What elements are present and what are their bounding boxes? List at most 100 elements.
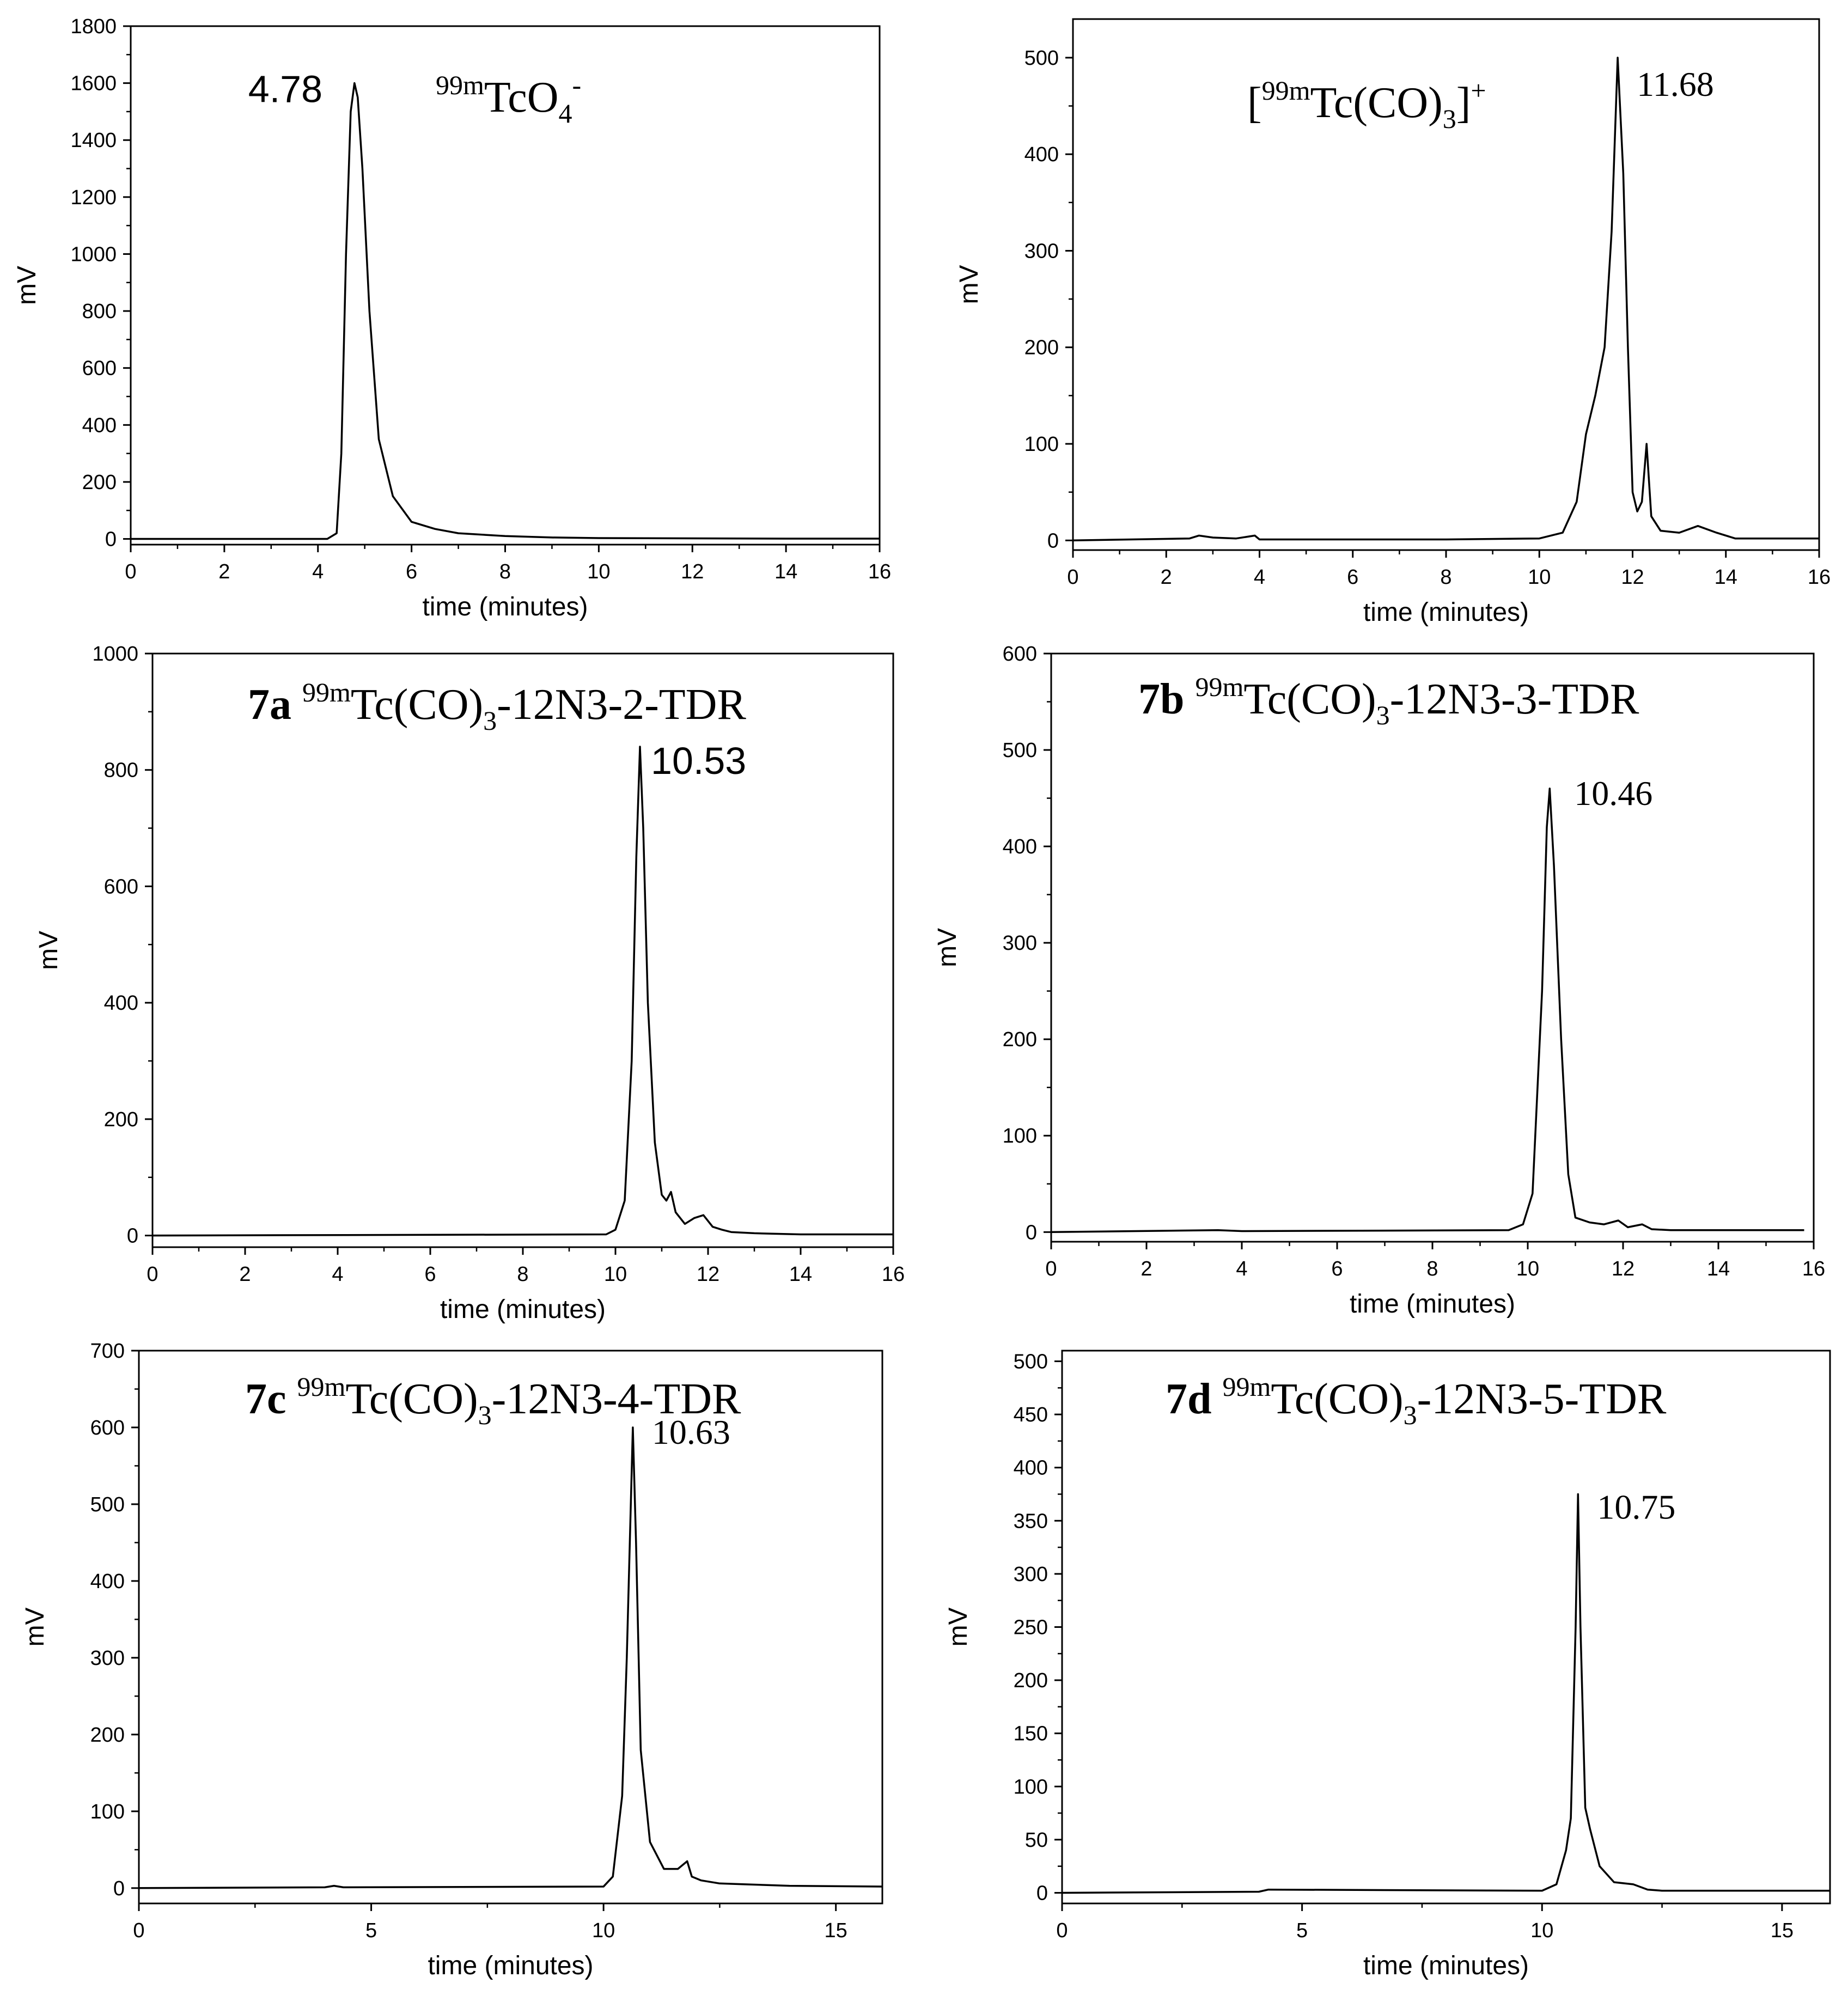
y-axis-title: mV — [933, 928, 962, 967]
x-tick-label: 6 — [1331, 1258, 1343, 1280]
x-axis-title: time (minutes) — [1350, 1290, 1515, 1319]
y-tick-label: 400 — [82, 414, 117, 437]
y-tick-label: 300 — [1014, 1563, 1048, 1586]
y-tick-label: 800 — [82, 300, 117, 323]
chromatogram-trace — [131, 82, 880, 540]
y-tick-label: 250 — [1014, 1616, 1048, 1639]
y-tick-label: 600 — [90, 1417, 125, 1439]
chromatogram-trace — [1062, 1493, 1830, 1894]
x-tick-label: 6 — [424, 1263, 436, 1286]
y-tick-label: 400 — [1014, 1457, 1048, 1480]
y-tick-label: 0 — [105, 528, 117, 551]
x-tick-label: 15 — [825, 1919, 847, 1942]
x-axis-title: time (minutes) — [422, 593, 588, 621]
x-tick-label: 0 — [147, 1263, 158, 1286]
x-tick-label: 14 — [1715, 566, 1737, 589]
y-tick-label: 600 — [82, 357, 117, 380]
x-tick-label: 8 — [517, 1263, 528, 1286]
y-tick-label: 1000 — [92, 643, 138, 666]
y-tick-label: 1400 — [70, 129, 117, 152]
y-tick-label: 300 — [1003, 932, 1037, 955]
y-tick-label: 600 — [104, 875, 138, 898]
peak-retention-label: 11.68 — [1637, 65, 1714, 103]
peak-retention-label: 10.63 — [652, 1413, 730, 1451]
y-tick-label: 100 — [1014, 1775, 1048, 1798]
x-tick-label: 0 — [125, 560, 136, 583]
chart-title: 7b 99mTc(CO)3-12N3-3-TDR — [1138, 672, 1639, 730]
x-tick-label: 0 — [1056, 1919, 1068, 1942]
x-tick-label: 10 — [1516, 1258, 1539, 1280]
y-tick-label: 200 — [104, 1108, 138, 1131]
y-tick-label: 200 — [1003, 1028, 1037, 1051]
y-tick-label: 100 — [1003, 1125, 1037, 1148]
x-tick-label: 16 — [1808, 566, 1831, 589]
x-tick-label: 0 — [1045, 1258, 1057, 1280]
peak-retention-label: 4.78 — [248, 68, 322, 111]
plot-frame — [1050, 652, 1815, 1243]
x-tick-label: 10 — [1528, 566, 1551, 589]
x-tick-label: 2 — [239, 1263, 251, 1286]
peak-retention-label: 10.75 — [1597, 1488, 1675, 1527]
chart-title: 7c 99mTc(CO)3-12N3-4-TDR — [245, 1371, 741, 1430]
y-tick-label: 500 — [1003, 739, 1037, 762]
y-tick-label: 800 — [104, 759, 138, 782]
x-tick-label: 4 — [1254, 566, 1265, 589]
y-tick-label: 1800 — [70, 15, 117, 38]
x-tick-label: 8 — [1426, 1258, 1438, 1280]
x-tick-label: 6 — [406, 560, 417, 583]
y-tick-label: 150 — [1014, 1723, 1048, 1746]
x-axis-title: time (minutes) — [440, 1295, 606, 1324]
x-tick-label: 16 — [1802, 1258, 1825, 1280]
y-tick-label: 500 — [1014, 1351, 1048, 1374]
y-axis-title: mV — [13, 266, 41, 305]
x-tick-label: 8 — [499, 560, 511, 583]
x-tick-label: 15 — [1771, 1919, 1794, 1942]
y-tick-label: 200 — [82, 471, 117, 494]
chart-panel-3: 0 2 4 6 8 10 12 14 16 0 200 400 600 800 1000 time (minu… — [34, 643, 905, 1324]
y-tick-label: 500 — [90, 1493, 125, 1516]
chart-title: 7a 99mTc(CO)3-12N3-2-TDR — [248, 677, 746, 736]
x-tick-label: 10 — [587, 560, 610, 583]
x-tick-label: 12 — [1621, 566, 1644, 589]
chart-title: 99mTcO4- — [436, 70, 581, 129]
x-tick-label: 2 — [218, 560, 230, 583]
x-tick-label: 12 — [681, 560, 704, 583]
y-axis-title: mV — [34, 931, 63, 970]
y-tick-label: 50 — [1025, 1829, 1048, 1852]
y-tick-label: 1200 — [70, 186, 117, 209]
x-tick-label: 6 — [1347, 566, 1358, 589]
y-tick-label: 300 — [90, 1647, 125, 1670]
x-tick-label: 12 — [697, 1263, 719, 1286]
y-tick-label: 200 — [1014, 1669, 1048, 1692]
x-tick-label: 10 — [1530, 1919, 1553, 1942]
y-tick-label: 700 — [90, 1340, 125, 1363]
x-tick-label: 4 — [332, 1263, 343, 1286]
plot-frame — [151, 652, 894, 1248]
x-tick-label: 2 — [1140, 1258, 1152, 1280]
plot-frame — [1061, 1350, 1831, 1905]
y-tick-label: 300 — [1024, 240, 1059, 263]
x-tick-label: 0 — [1067, 566, 1078, 589]
y-tick-label: 450 — [1014, 1403, 1048, 1426]
y-tick-label: 400 — [1003, 835, 1037, 858]
x-tick-label: 5 — [365, 1919, 377, 1942]
chart-panel-6: 0 5 10 15050100150200250300350400450500time… — [944, 1350, 1831, 1980]
y-tick-label: 0 — [1047, 529, 1059, 552]
chart-panel-4: 0 2 4 6 8 10 12 14 16 0 100 200 300 400 500 600 time (mi… — [933, 643, 1825, 1319]
chromatogram-trace — [1051, 788, 1804, 1234]
x-tick-label: 8 — [1440, 566, 1451, 589]
chart-panel-5: 0 5 10 15 0 100 200 300 400 500 600 700 time (minute… — [21, 1340, 883, 1980]
peak-retention-label: 10.53 — [651, 740, 746, 782]
x-tick-label: 16 — [868, 560, 891, 583]
y-tick-label: 100 — [1024, 433, 1059, 456]
x-axis-title: time (minutes) — [1363, 598, 1529, 627]
chromatogram-trace — [138, 1426, 883, 1889]
y-tick-label: 0 — [113, 1877, 125, 1900]
chart-title: 7d 99mTc(CO)3-12N3-5-TDR — [1166, 1371, 1667, 1430]
x-tick-label: 0 — [133, 1919, 144, 1942]
y-tick-label: 400 — [104, 992, 138, 1015]
y-tick-label: 200 — [1024, 337, 1059, 359]
x-axis-title: time (minutes) — [428, 1951, 593, 1980]
x-tick-label: 4 — [1236, 1258, 1247, 1280]
